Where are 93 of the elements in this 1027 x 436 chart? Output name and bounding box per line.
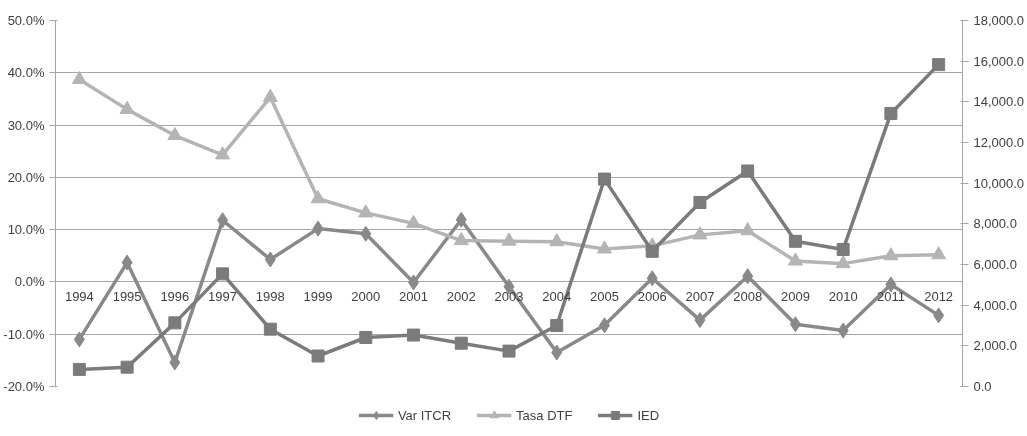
- point: [71, 71, 87, 85]
- x-tick-label: 2001: [399, 288, 428, 304]
- point: [455, 211, 467, 228]
- y-tick-label: 0.0%: [14, 274, 45, 290]
- legend-label: Var ITCR: [397, 407, 452, 423]
- point: [692, 226, 708, 240]
- point: [73, 331, 85, 348]
- point: [262, 88, 278, 102]
- point: [598, 317, 610, 334]
- y-tick-label: 40.0%: [7, 65, 45, 81]
- point: [883, 247, 899, 261]
- point: [694, 312, 706, 329]
- point: [217, 212, 229, 229]
- point: [596, 240, 612, 254]
- point: [646, 270, 658, 287]
- point: [835, 255, 851, 269]
- x-tick-label: 1995: [112, 288, 142, 304]
- point: [885, 276, 897, 293]
- y2-tick-label: 8,000.0: [973, 216, 1017, 232]
- point: [168, 316, 182, 330]
- point: [119, 100, 135, 114]
- point: [597, 172, 611, 186]
- point: [216, 267, 230, 281]
- legend-label: IED: [637, 407, 660, 423]
- point: [502, 344, 516, 358]
- x-tick-label: 2011: [876, 288, 905, 304]
- legend-label: Tasa DTF: [516, 407, 573, 423]
- x-tick-label: 2010: [828, 288, 858, 304]
- point: [837, 322, 849, 339]
- point: [933, 307, 945, 324]
- y2-tick-label: 0.0: [973, 379, 992, 394]
- point: [215, 146, 231, 160]
- point: [264, 251, 276, 268]
- point: [931, 246, 947, 260]
- x-tick-label: 2000: [351, 288, 381, 304]
- x-tick-label: 1994: [64, 288, 94, 304]
- x-tick-label: 2002: [446, 288, 476, 304]
- y2-tick-label: 4,000.0: [973, 297, 1017, 313]
- point: [407, 328, 421, 342]
- point: [311, 349, 325, 363]
- y2-tick-label: 6,000.0: [973, 257, 1017, 272]
- point: [884, 106, 898, 120]
- point: [740, 222, 756, 236]
- point: [836, 242, 850, 256]
- x-tick-label: 1997: [208, 288, 238, 304]
- y-tick-label: 20.0%: [7, 169, 45, 185]
- point: [549, 233, 565, 247]
- point: [741, 164, 755, 178]
- point: [789, 316, 801, 333]
- point: [551, 344, 563, 361]
- x-tick-label: 2007: [685, 288, 715, 304]
- x-tick-label: 2006: [637, 288, 667, 304]
- point: [787, 252, 803, 266]
- y-tick-label: 30.0%: [7, 117, 45, 133]
- y-tick-label: 10.0%: [7, 222, 45, 238]
- y2-tick-label: 12,000.0: [973, 135, 1025, 150]
- x-tick-label: 1999: [303, 288, 333, 304]
- point: [120, 360, 134, 374]
- point: [360, 225, 372, 242]
- point: [454, 336, 468, 350]
- point: [121, 254, 133, 271]
- y2-tick-label: 10,000.0: [973, 175, 1025, 191]
- x-tick-label: 2009: [780, 288, 810, 304]
- y2-tick-label: 18,000.0: [973, 13, 1025, 28]
- point: [932, 58, 946, 72]
- point: [358, 204, 374, 218]
- x-tick-label: 1996: [160, 288, 190, 304]
- point: [169, 354, 181, 371]
- point: [788, 234, 802, 248]
- point: [406, 214, 422, 228]
- y2-tick-label: 14,000.0: [973, 94, 1025, 110]
- point: [310, 190, 326, 204]
- point: [408, 274, 420, 291]
- x-tick-label: 1998: [255, 288, 285, 304]
- x-tick-label: 2012: [924, 288, 954, 304]
- point: [742, 268, 754, 285]
- y2-tick-label: 16,000.0: [973, 53, 1025, 69]
- point: [453, 232, 469, 246]
- point: [263, 322, 277, 336]
- point: [359, 331, 373, 344]
- point: [645, 244, 659, 258]
- point: [312, 220, 324, 237]
- point: [550, 319, 564, 332]
- y2-tick-label: 2,000.0: [973, 338, 1017, 354]
- point: [693, 195, 707, 209]
- x-tick-label: 2008: [733, 288, 763, 304]
- x-tick-label: 2005: [590, 288, 619, 304]
- point: [72, 362, 86, 376]
- y-tick-label: -10.0%: [3, 326, 45, 342]
- y-tick-label: -20.0%: [3, 379, 45, 394]
- y-tick-label: 50.0%: [7, 13, 45, 28]
- point: [501, 232, 517, 246]
- point: [167, 126, 183, 141]
